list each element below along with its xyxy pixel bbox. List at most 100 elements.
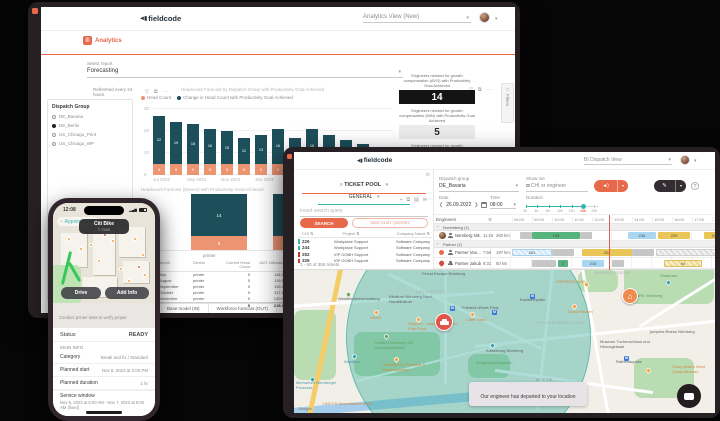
appointment-bar[interactable] [632,249,654,256]
view-select[interactable]: BI Dispatch View ▾ [584,157,672,165]
view-select[interactable]: Analytics View (New) ▾ [363,14,471,23]
appointment-bar[interactable] [612,259,624,267]
ticket-row[interactable]: 226 Workplace Support Software Company [298,238,432,245]
appointment-bar[interactable]: 261 [512,249,552,256]
collapse-icon[interactable]: ⌃ [436,225,440,230]
dispatch-group-option[interactable]: US_Chicago_Print [52,132,128,137]
column-header[interactable]: Month [159,260,171,265]
bar-stack[interactable]: 16 5 [204,128,216,175]
gantt-engineer-row[interactable]: ⋮ Partner Van… 7:56 197 km 261 202 [434,247,715,258]
expand-icon[interactable]: ⧉ [478,87,482,93]
pin-icon[interactable]: ⊙ [425,172,430,178]
duration-slider[interactable]: 2h 4h 6h 10h 12h 16h 24h [523,203,598,213]
dispatch-group-option[interactable]: DE_Bavaria [52,114,128,119]
show-me-input[interactable]: CHI or engineer [526,183,588,192]
ticket-pool-select[interactable]: ≡ TICKET POOL ▾ [302,173,426,194]
home-indicator[interactable] [86,411,122,414]
add-info-button[interactable]: Add Info [105,287,149,299]
kpi-card[interactable]: Engineers needed for growth [399,143,475,148]
add-icon[interactable]: + [399,197,403,203]
bar-stack[interactable]: 12 5 [238,137,250,175]
destination-marker[interactable]: ⌂ [622,288,638,304]
app-icon[interactable] [287,154,292,159]
announce-split-button[interactable]: ◄) ▾ [594,180,628,192]
appointment-bar[interactable]: 94 [664,259,702,267]
search-input[interactable]: Insert search query [300,208,428,217]
chevron-down-icon[interactable]: ▾ [675,180,686,192]
drive-button[interactable]: Drive [61,287,101,299]
copy-icon[interactable]: ⧉ [406,197,411,203]
save-queries-button[interactable]: SAVE IN MY QUERIES [352,218,428,228]
gantt-group-row[interactable]: ⌃ Nuremberg (1) [434,224,715,231]
column-header[interactable]: AVG Utilisation [259,260,286,265]
bottom-tab[interactable]: Base model (IN) [159,304,209,313]
chevron-down-icon[interactable]: ▾ [617,180,628,192]
appointment-bar[interactable]: 245 [628,232,656,239]
general-select[interactable]: GENERAL ▾ [318,185,410,205]
drag-handle[interactable]: ⋮ [434,232,439,238]
appointment-bar[interactable] [552,249,574,256]
engineer-car-marker[interactable] [435,313,453,331]
filter-icon[interactable]: ▽ [145,89,149,95]
search-button[interactable]: SEARCH [300,218,348,228]
chevron-left-icon[interactable]: ❮ [439,202,444,208]
bar-stack[interactable]: 18 5 [187,124,199,175]
date-picker[interactable]: ❮ 26.09.2022 ❯ [439,202,488,208]
dispatch-group-option[interactable]: US_Chicago_WP [52,141,128,146]
appointment-bar[interactable] [520,232,532,239]
chat-fab[interactable] [677,384,701,408]
edit-split-button[interactable]: ✎ ▾ [654,180,686,192]
report-select[interactable]: Forecasting ▾ [87,68,403,78]
print-icon[interactable]: ▤ [414,197,419,203]
appointment-bar[interactable] [580,232,592,239]
bar-stack[interactable]: 19 5 [170,122,182,175]
filters-side-tab[interactable]: ▽ Filters [501,83,514,123]
ticket-row[interactable]: 252 VIP OOBH Support Software Company [298,251,432,258]
help-icon[interactable]: ? [691,182,699,190]
appointment-bar[interactable]: 202 [582,249,632,256]
gear-icon[interactable]: ⚙ [488,217,493,222]
appointment-bar[interactable] [656,249,715,256]
drag-handle[interactable]: ⋮ [434,249,439,255]
gantt-engineer-row[interactable]: ⋮ Partner Jakub 9:31 50 km 2 215 94 [434,258,715,269]
appointment-bar[interactable]: 229 [658,232,690,239]
chevron-down-icon[interactable]: ▾ [495,16,498,22]
kpi-card[interactable]: Engineers needed for growth compensation… [399,73,475,104]
drag-handle[interactable]: ⋮ [434,260,439,265]
avatar[interactable] [680,155,690,165]
more-icon[interactable]: ⋯ [487,87,492,93]
bar-stack[interactable]: 22 5 [153,115,165,175]
appointment-bar[interactable] [532,259,556,267]
column-header[interactable]: Company Name ⇅ [396,231,430,236]
avatar[interactable] [479,12,490,23]
dispatch-group-option[interactable]: DE_Berlin [52,123,128,128]
app-icon[interactable] [32,8,38,14]
mail-icon[interactable]: ✉ [422,197,427,203]
chevron-down-icon[interactable]: ▾ [694,158,697,164]
calendar-icon[interactable] [481,202,488,208]
column-header[interactable]: Device [193,260,206,265]
time-select[interactable]: 08:00 ▾ [490,202,516,209]
bottom-tab[interactable]: Workforce forecast (OUT) [209,304,277,313]
collapse-icon[interactable]: ⌃ [436,242,440,247]
kpi-card[interactable]: Engineers needed for growth compensation… [399,108,475,139]
bar-stack[interactable]: 16 5 [272,128,284,175]
more-icon[interactable]: ⋯ [163,89,168,95]
chart2-bar-printer[interactable]: 14 5 [191,194,247,250]
expand-icon[interactable]: ⧉ [154,89,158,95]
bar-stack[interactable]: 15 5 [221,131,233,175]
appointment-bar[interactable]: 2 [558,259,568,267]
appointment-bar[interactable]: 240 [704,232,715,239]
gantt-group-row[interactable]: ⌃ Partner (2) [434,241,715,248]
appointment-bar[interactable]: 215 [582,259,604,267]
column-header[interactable]: Current Head Count [225,260,250,270]
tab-analytics[interactable]: ▥ Analytics [83,36,122,45]
appointment-bar[interactable]: 195 [532,232,580,239]
ticket-row[interactable]: 326 VIP OOBH Support Software Company [298,258,432,265]
chevron-right-icon[interactable]: ❯ [474,202,479,208]
slider-handle[interactable] [580,203,586,209]
bar-stack[interactable]: 13 5 [255,135,267,175]
ticket-row[interactable]: 244 Workplace Support Software Company [298,245,432,252]
dispatch-group-select[interactable]: DE_Bavaria ▾ [439,183,519,192]
